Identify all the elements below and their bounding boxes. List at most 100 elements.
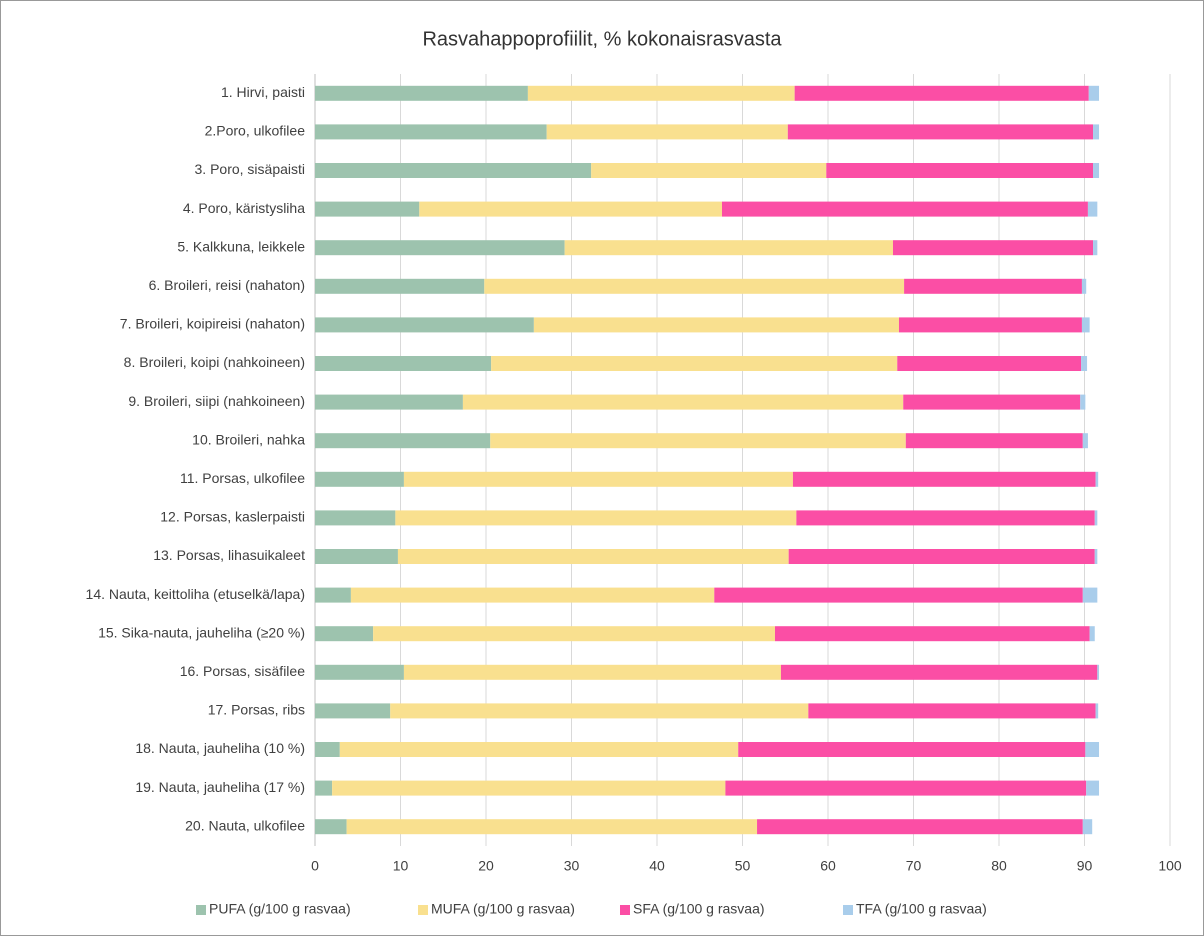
bar-segment [794, 85, 1089, 101]
bar-segment [315, 394, 463, 410]
bar-segment [533, 317, 899, 333]
bar-segment [315, 587, 351, 603]
bar-segment [1095, 471, 1099, 487]
bar-segment [1086, 780, 1100, 796]
y-tick-label: 18. Nauta, jauheliha (10 %) [135, 740, 305, 756]
y-tick-label: 17. Porsas, ribs [208, 702, 305, 718]
y-tick-label: 3. Poro, sisäpaisti [195, 161, 306, 177]
bar-segment [350, 587, 715, 603]
bar-segment [897, 356, 1082, 371]
bar-segment [1080, 394, 1086, 410]
bar-segment [774, 626, 1090, 642]
bar-segment [903, 394, 1081, 410]
y-tick-label: 11. Porsas, ulkofilee [180, 470, 305, 486]
bar-segment [484, 278, 905, 294]
y-tick-label: 6. Broileri, reisi (nahaton) [149, 277, 305, 293]
bar-segment [725, 780, 1087, 796]
x-tick-label: 40 [649, 858, 665, 874]
bar-segment [1093, 240, 1098, 256]
bar-segment [315, 780, 333, 796]
bar-segment [315, 124, 547, 140]
bar-segment [1093, 163, 1100, 178]
bar-segment [564, 240, 893, 256]
y-tick-label: 20. Nauta, ulkofilee [185, 817, 305, 833]
x-tick-label: 50 [735, 858, 751, 874]
bar-segment [738, 742, 1086, 757]
bar-segment [905, 433, 1083, 449]
y-tick-label: 16. Porsas, sisäfilee [180, 663, 305, 679]
bar-segment [315, 703, 391, 719]
bar-segment [397, 549, 789, 564]
bar-segment [390, 703, 809, 719]
y-tick-label: 1. Hirvi, paisti [221, 84, 305, 100]
y-tick-label: 10. Broileri, nahka [192, 431, 305, 447]
y-tick-label: 7. Broileri, koipireisi (nahaton) [120, 316, 305, 332]
bar-segment [339, 742, 739, 757]
y-tick-label: 2.Poro, ulkofilee [205, 123, 306, 139]
legend-swatch [196, 905, 206, 915]
x-tick-label: 80 [991, 858, 1007, 874]
bar-segment [1082, 433, 1088, 449]
bar-segment [721, 201, 1088, 217]
bar-segment [315, 819, 347, 835]
legend-label: PUFA (g/100 g rasvaa) [209, 901, 351, 917]
y-tick-label: 19. Nauta, jauheliha (17 %) [135, 779, 305, 795]
legend-label: TFA (g/100 g rasvaa) [856, 901, 987, 917]
bar-segment [491, 356, 898, 371]
legend-label: MUFA (g/100 g rasvaa) [431, 901, 575, 917]
bar-segment [591, 163, 827, 178]
bar-segment [892, 240, 1094, 256]
y-tick-label: 4. Poro, käristysliha [183, 200, 305, 216]
bar-segment [1094, 510, 1098, 526]
y-tick-label: 8. Broileri, koipi (nahkoineen) [124, 354, 305, 370]
bar-segment [419, 201, 722, 217]
y-tick-label: 12. Porsas, kaslerpaisti [160, 509, 305, 525]
bar-segment [1082, 587, 1098, 603]
bar-segment [788, 549, 1095, 564]
bar-segment [1095, 703, 1099, 719]
x-tick-label: 90 [1077, 858, 1093, 874]
bar-segment [315, 240, 565, 256]
bar-segment [792, 471, 1096, 487]
bar-segment [1085, 742, 1100, 757]
bar-segment [757, 819, 1083, 835]
legend-swatch [843, 905, 853, 915]
bar-segment [1087, 201, 1098, 217]
legend-swatch [418, 905, 428, 915]
bar-segment [787, 124, 1094, 140]
bar-segment [315, 626, 374, 642]
bar-segment [1097, 664, 1100, 680]
bar-segment [315, 742, 340, 757]
bar-segment [1081, 278, 1087, 294]
x-tick-label: 70 [906, 858, 922, 874]
bar-segment [527, 85, 795, 101]
bar-segment [315, 549, 398, 564]
bar-segment [403, 664, 781, 680]
bar-segment [1081, 317, 1090, 333]
chart-title: Rasvahappoprofiilit, % kokonaisrasvasta [422, 28, 782, 50]
legend-swatch [620, 905, 630, 915]
bar-segment [395, 510, 797, 526]
bar-segment [403, 471, 793, 487]
bar-segment [490, 433, 906, 449]
bar-segment [315, 664, 404, 680]
legend-label: SFA (g/100 g rasvaa) [633, 901, 765, 917]
bar-segment [315, 471, 404, 487]
bar-segment [1088, 85, 1100, 101]
bar-segment [714, 587, 1083, 603]
bar-segment [315, 278, 485, 294]
bar-segment [1093, 124, 1100, 140]
bar-segment [373, 626, 775, 642]
bar-segment [315, 317, 534, 333]
bar-segment [1081, 356, 1088, 371]
y-tick-label: 15. Sika-nauta, jauheliha (≥20 %) [98, 624, 305, 640]
bar-segment [1089, 626, 1095, 642]
bar-segment [1094, 549, 1098, 564]
x-tick-label: 10 [393, 858, 409, 874]
bar-segment [332, 780, 726, 796]
x-tick-label: 20 [478, 858, 494, 874]
bar-segment [346, 819, 758, 835]
bar-segment [315, 85, 528, 101]
